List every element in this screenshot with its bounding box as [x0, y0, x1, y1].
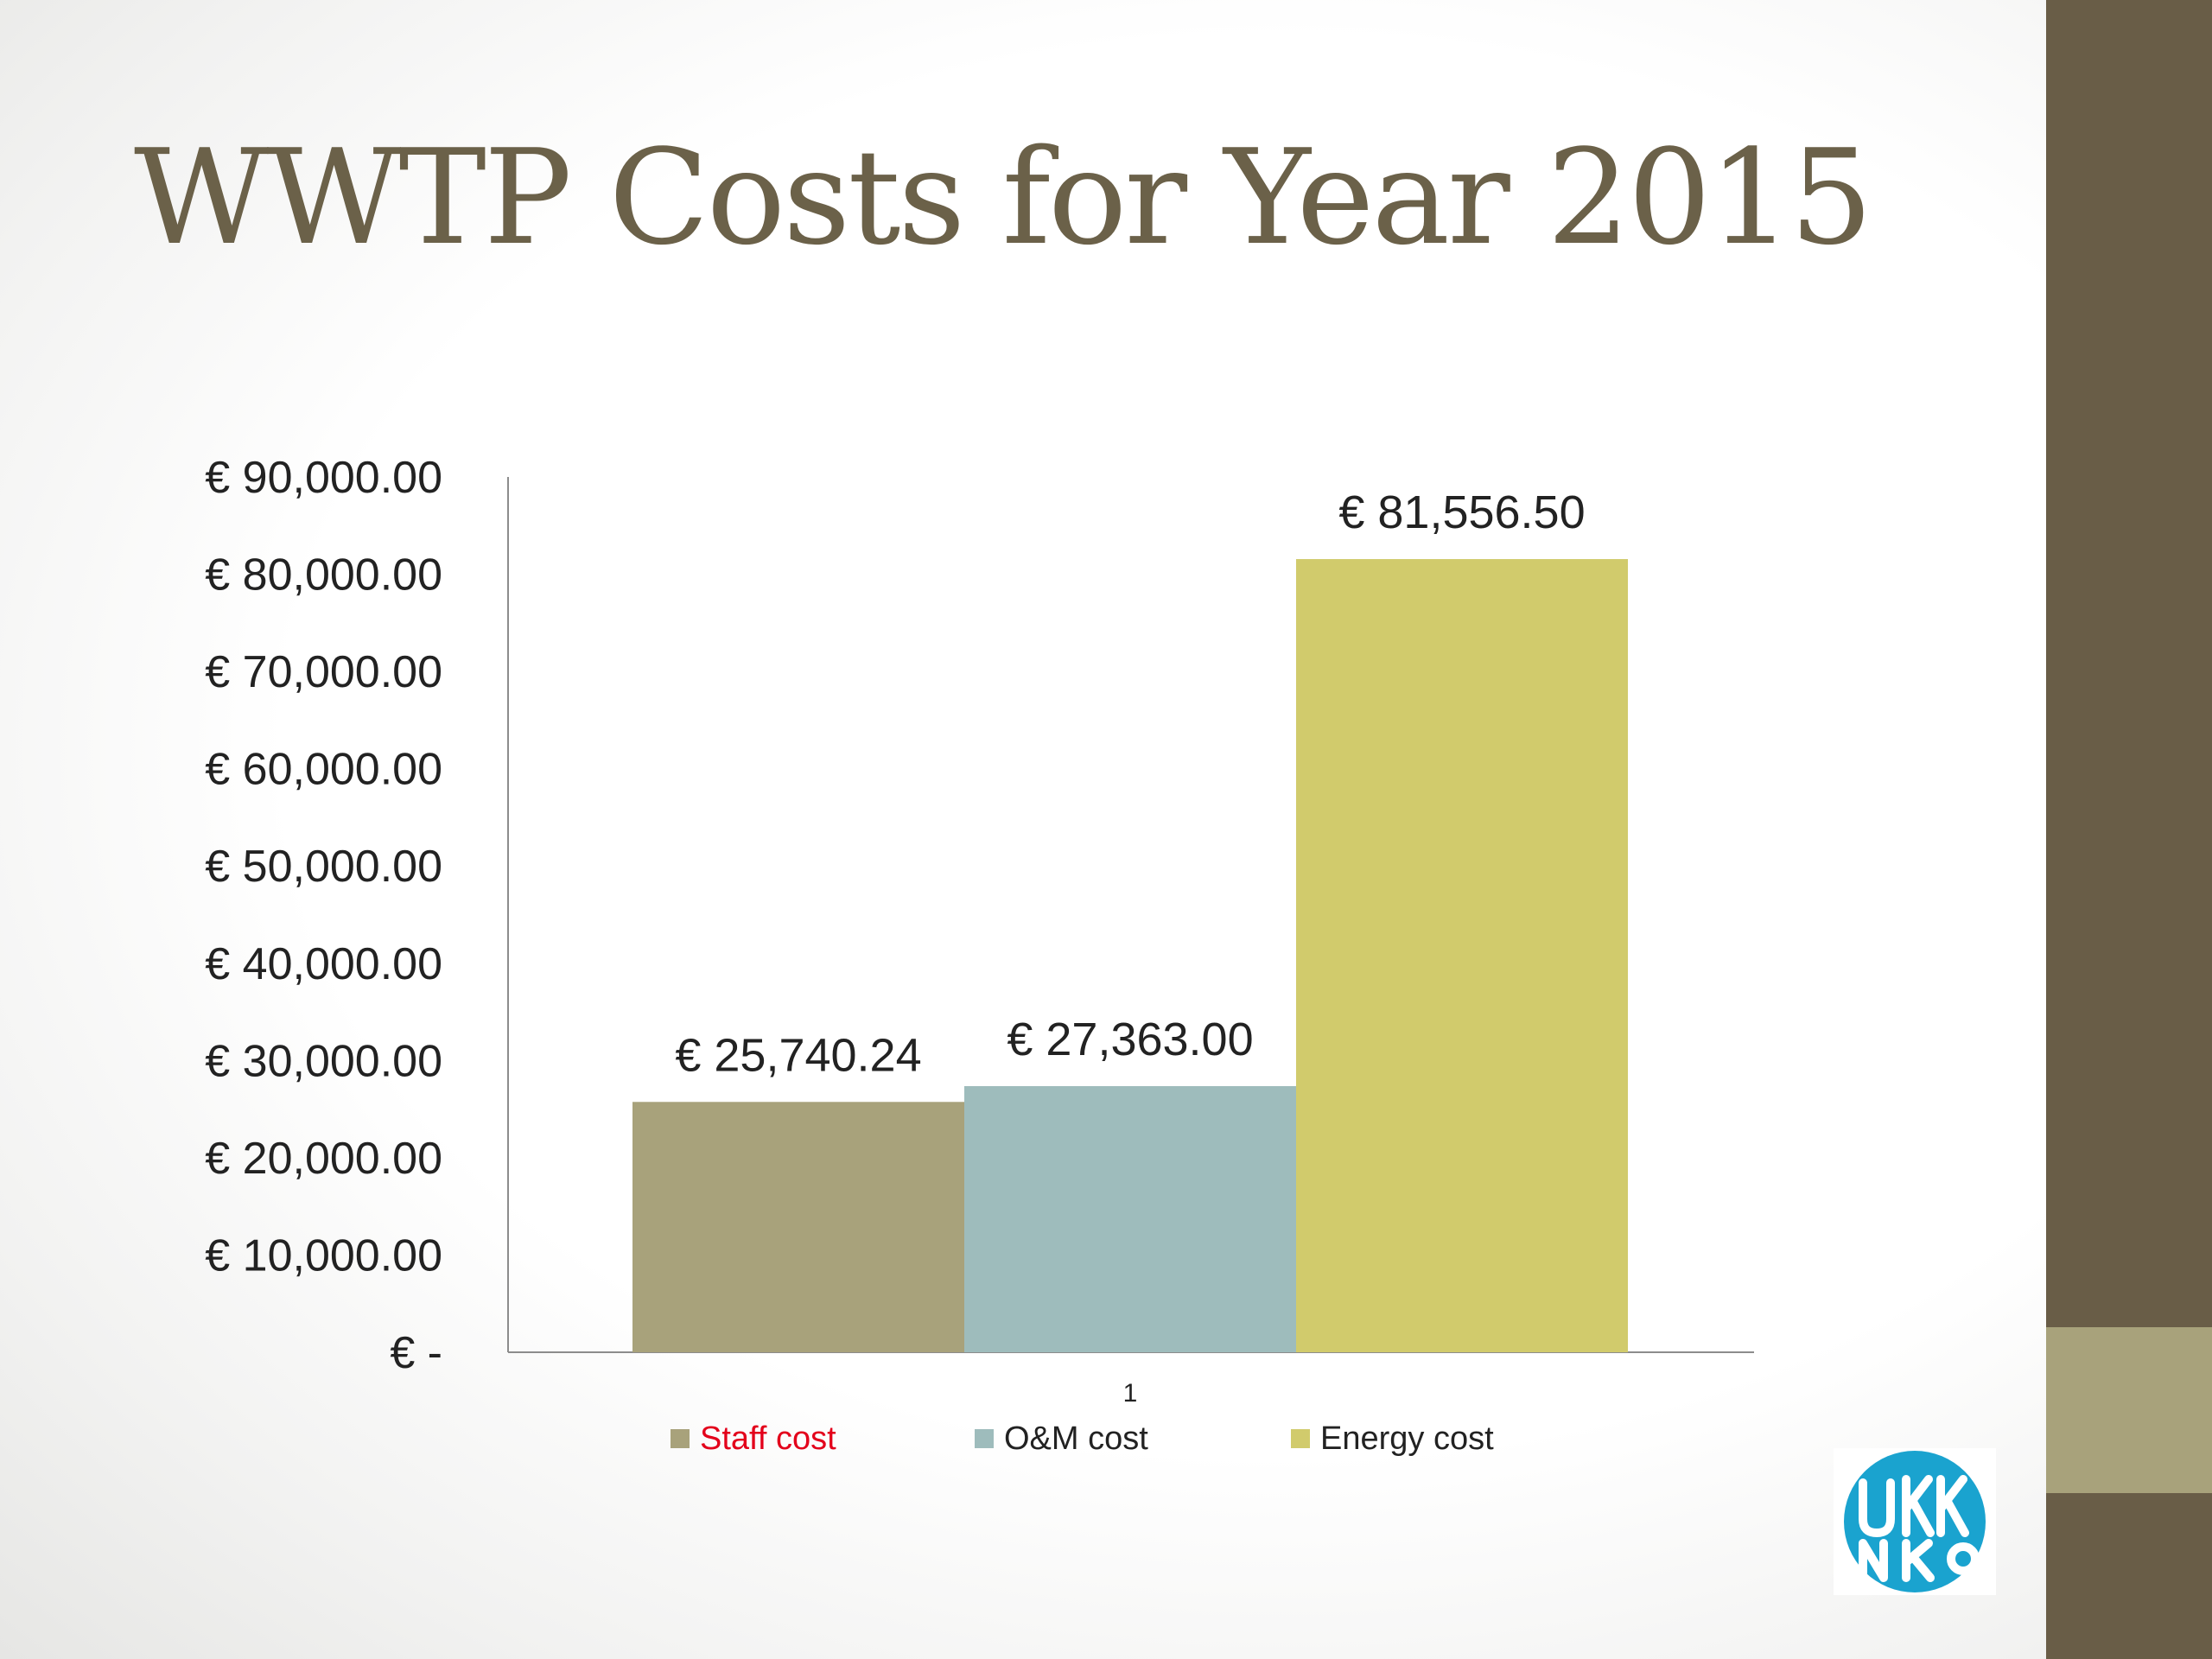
- legend-swatch: [671, 1429, 690, 1448]
- y-tick-label: € 20,000.00: [205, 1134, 442, 1184]
- slide-title: WWTP Costs for Year 2015: [134, 121, 1873, 274]
- legend-swatch: [975, 1429, 994, 1448]
- y-tick-label: € -: [390, 1328, 442, 1378]
- y-tick-label: € 70,000.00: [205, 647, 442, 697]
- data-label: € 81,556.50: [1338, 486, 1585, 538]
- legend-label: Staff cost: [700, 1421, 836, 1457]
- data-label: € 25,740.24: [675, 1029, 921, 1081]
- ukko-logo: [1834, 1448, 1996, 1595]
- data-label: € 27,363.00: [1007, 1014, 1253, 1065]
- bar-o-m-cost: [964, 1086, 1296, 1352]
- y-tick-label: € 40,000.00: [205, 939, 442, 989]
- y-tick-label: € 30,000.00: [205, 1036, 442, 1086]
- y-tick-label: € 50,000.00: [205, 842, 442, 892]
- side-decor-accent: [2046, 1327, 2212, 1493]
- x-tick-label: 1: [1123, 1379, 1138, 1408]
- legend-label: Energy cost: [1320, 1421, 1494, 1457]
- y-tick-label: € 90,000.00: [205, 453, 442, 503]
- y-tick-label: € 80,000.00: [205, 550, 442, 601]
- legend-label: O&M cost: [1004, 1421, 1148, 1457]
- bar-energy-cost: [1296, 559, 1628, 1352]
- legend-swatch: [1291, 1429, 1310, 1448]
- y-tick-label: € 10,000.00: [205, 1230, 442, 1281]
- y-tick-label: € 60,000.00: [205, 745, 442, 795]
- bar-staff-cost: [632, 1102, 964, 1352]
